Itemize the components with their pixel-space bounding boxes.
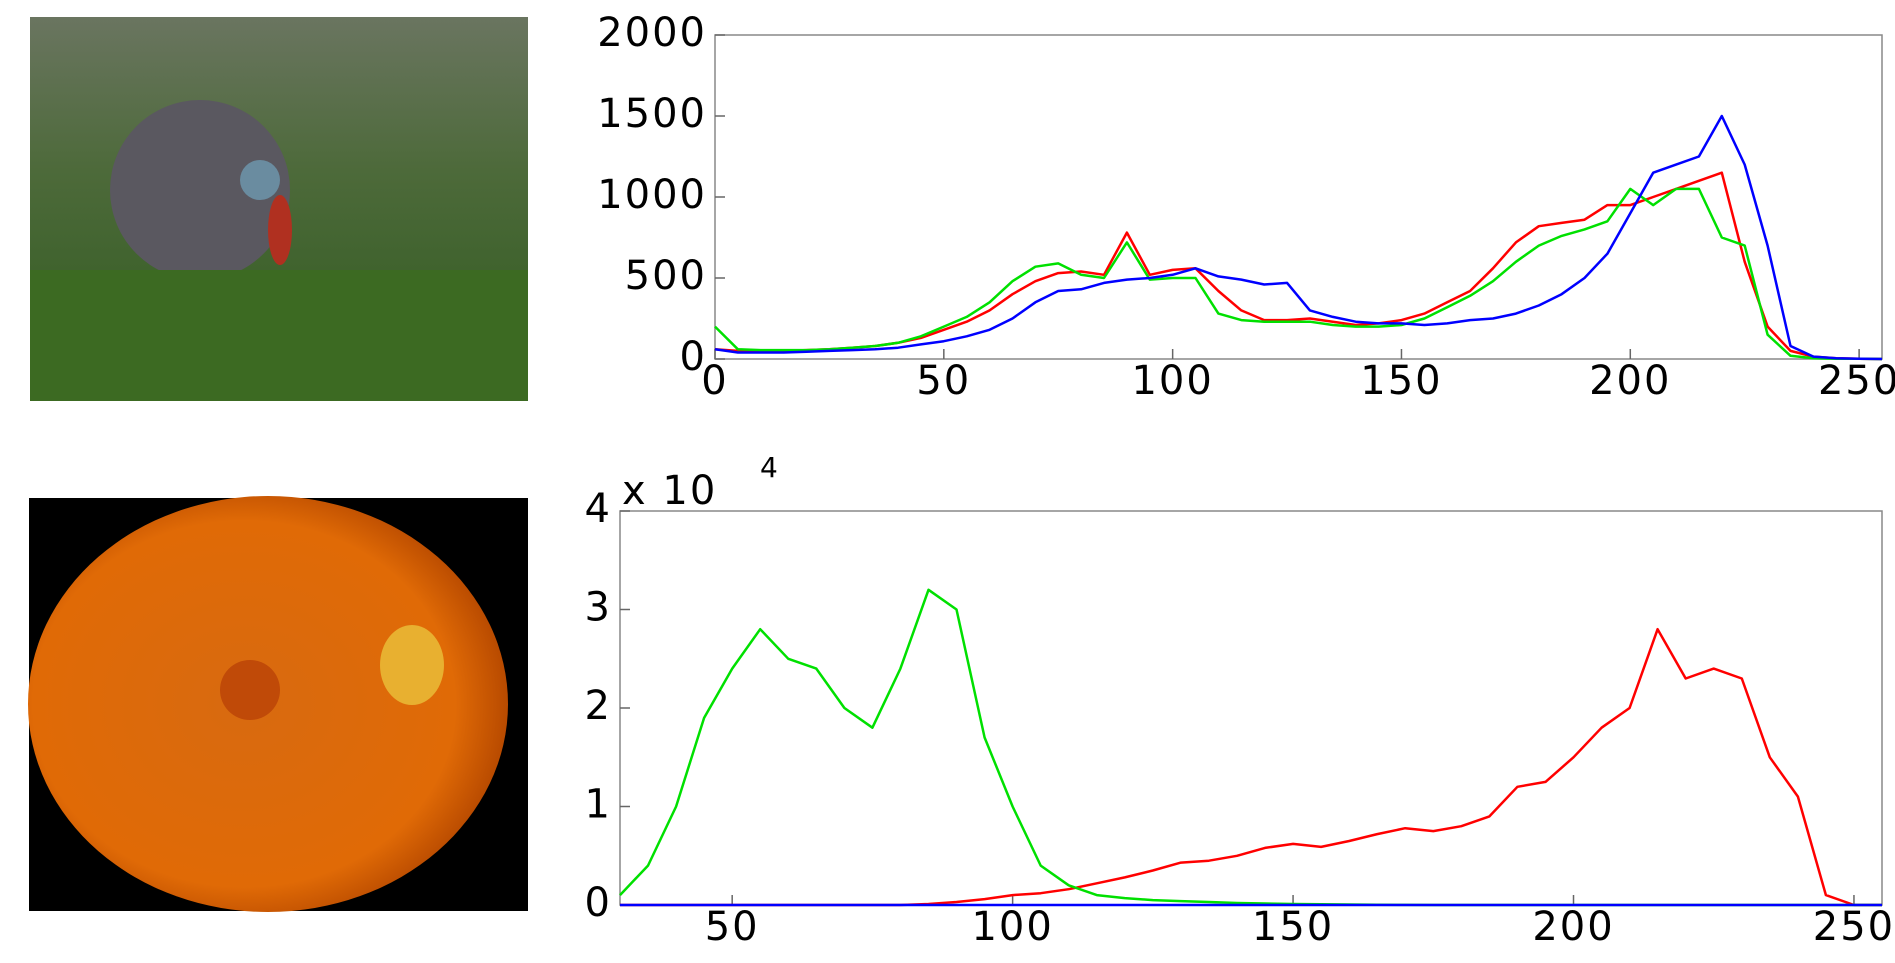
x-tick-label: 50 bbox=[916, 358, 971, 404]
x-tick-label: 200 bbox=[1589, 358, 1671, 404]
y-tick-label: 1000 bbox=[597, 172, 707, 218]
series-line bbox=[714, 114, 1883, 361]
series-line bbox=[619, 588, 1882, 907]
y-tick-label: 1 bbox=[585, 782, 612, 828]
x-tick-label: 250 bbox=[1818, 358, 1895, 404]
series-line bbox=[714, 171, 1883, 361]
y-tick-label: 500 bbox=[625, 253, 707, 299]
x-tick-label: 100 bbox=[971, 904, 1053, 950]
plot-frame bbox=[619, 510, 1883, 906]
y-tick-label: 0 bbox=[585, 880, 612, 926]
y-multiplier: x 10 bbox=[622, 468, 717, 514]
y-tick-label: 1500 bbox=[597, 91, 707, 137]
y-multiplier-exponent: 4 bbox=[760, 451, 780, 484]
series-line bbox=[620, 627, 1882, 907]
y-tick-label: 4 bbox=[585, 486, 612, 532]
photo-bird bbox=[30, 17, 528, 401]
y-tick-label: 3 bbox=[585, 585, 612, 631]
y-tick-label: 2000 bbox=[597, 10, 707, 56]
x-tick-label: 0 bbox=[701, 358, 728, 404]
y-tick-label: 0 bbox=[680, 334, 707, 380]
y-tick-label: 2 bbox=[585, 683, 612, 729]
plot-frame bbox=[714, 34, 1883, 360]
photo-retina bbox=[28, 496, 528, 912]
series-line bbox=[714, 187, 1883, 361]
x-tick-label: 50 bbox=[705, 904, 760, 950]
x-tick-label: 100 bbox=[1131, 358, 1213, 404]
x-tick-label: 150 bbox=[1252, 904, 1334, 950]
x-tick-label: 200 bbox=[1532, 904, 1614, 950]
x-tick-label: 150 bbox=[1360, 358, 1442, 404]
x-tick-label: 250 bbox=[1813, 904, 1895, 950]
